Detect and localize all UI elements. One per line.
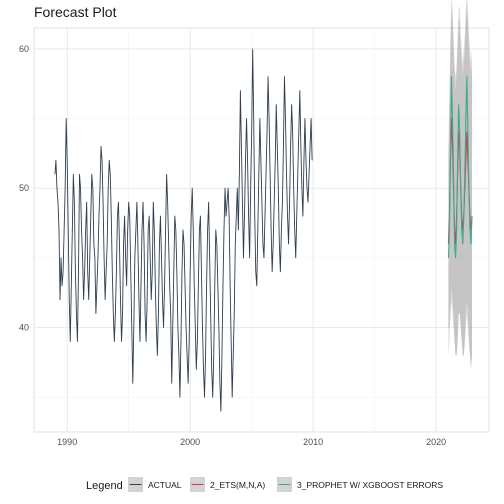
chart-title: Forecast Plot bbox=[34, 4, 117, 20]
series-line-actual bbox=[54, 48, 313, 412]
axis-ticks: 1990 2000 2010 2020 40 50 60 bbox=[19, 44, 446, 447]
legend-label: 2_ETS(M,N,A) bbox=[210, 480, 265, 490]
legend-title: Legend bbox=[86, 480, 123, 492]
legend: Legend ACTUAL 2_ETS(M,N,A) 3_PROPHET W/ XG… bbox=[86, 477, 443, 492]
x-tick-label: 2010 bbox=[303, 437, 323, 447]
panel-border bbox=[33, 27, 490, 433]
series-lines bbox=[54, 48, 473, 412]
legend-item: 2_ETS(M,N,A) bbox=[190, 477, 265, 492]
legend-item: 3_PROPHET W/ XGBOOST ERRORS bbox=[277, 477, 443, 492]
legend-item: ACTUAL bbox=[128, 477, 182, 492]
y-tick-label: 40 bbox=[19, 323, 29, 333]
x-tick-label: 2000 bbox=[180, 437, 200, 447]
legend-label: 3_PROPHET W/ XGBOOST ERRORS bbox=[297, 480, 443, 490]
y-tick-label: 60 bbox=[19, 44, 29, 54]
grid bbox=[33, 27, 490, 433]
series-line-3-prophet-w-xgboost-errors bbox=[447, 76, 473, 259]
x-tick-label: 1990 bbox=[57, 437, 77, 447]
legend-label: ACTUAL bbox=[148, 480, 182, 490]
x-tick-label: 2020 bbox=[426, 437, 446, 447]
y-tick-label: 50 bbox=[19, 183, 29, 193]
